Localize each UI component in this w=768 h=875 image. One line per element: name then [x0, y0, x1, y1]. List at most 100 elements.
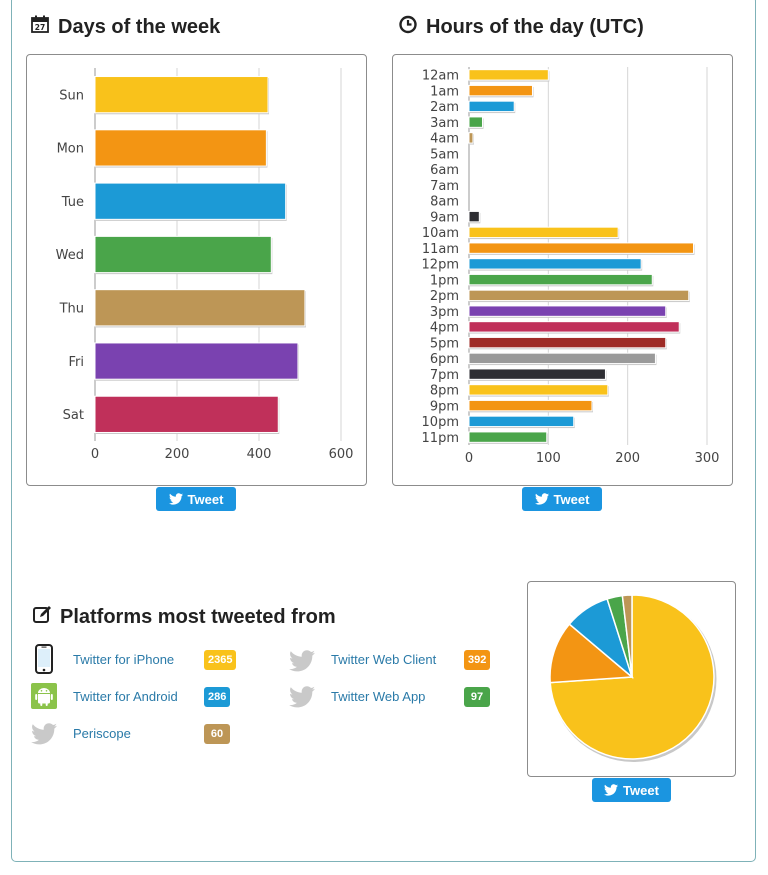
platforms-pie-box: [527, 581, 736, 777]
platform-name-link[interactable]: Twitter Web Client: [331, 652, 437, 667]
platform-count-badge: 286: [204, 687, 231, 707]
category-label: 4pm: [430, 321, 459, 336]
twitter-bird-icon: [604, 784, 619, 796]
bar-2am: [468, 100, 515, 113]
category-label: Sun: [59, 88, 84, 103]
platform-name-link[interactable]: Twitter for iPhone: [73, 652, 175, 667]
category-label: Fri: [69, 355, 85, 370]
category-label: Mon: [57, 142, 84, 157]
edit-icon: [32, 604, 52, 630]
days-tweet-label: Tweet: [187, 491, 224, 507]
bar-12am: [468, 69, 549, 81]
category-label: 7am: [430, 179, 459, 194]
bar-11am: [468, 242, 695, 254]
category-label: 5pm: [430, 336, 459, 351]
svg-text:27: 27: [35, 23, 45, 32]
category-label: 6pm: [430, 352, 459, 367]
bar-7pm: [468, 368, 606, 380]
bar-Fri: [94, 342, 299, 380]
pie-slice-twitter-web-client: [549, 623, 634, 684]
x-tick-label: 0: [91, 447, 99, 462]
category-label: 12pm: [422, 258, 459, 273]
category-label: 11pm: [422, 431, 459, 446]
bar-12pm: [468, 258, 642, 270]
category-label: 11am: [422, 242, 459, 257]
category-label: 10am: [422, 226, 459, 241]
category-label: 9pm: [430, 399, 459, 414]
bar-5pm: [468, 336, 667, 349]
twitter-bird-icon: [289, 686, 315, 713]
days-chart: 0 200 400 600 Sun Mon Tue Wed Thu Fri Sat: [56, 68, 354, 462]
bar-8pm: [468, 384, 609, 396]
days-chart-box: 0 200 400 600 Sun Mon Tue Wed Thu Fri Sat: [26, 54, 367, 486]
bar-Sun: [94, 76, 269, 114]
bar-Wed: [94, 235, 272, 274]
twitter-bird-icon: [31, 723, 57, 750]
bar-4pm: [468, 321, 680, 333]
bar-Mon: [94, 129, 267, 167]
platforms-title-text: Platforms most tweeted from: [60, 605, 336, 628]
category-label: Thu: [59, 301, 84, 316]
clock-icon: [398, 14, 418, 40]
bar-Thu: [94, 289, 306, 327]
hours-tweet-button[interactable]: Tweet: [522, 487, 602, 511]
category-label: 7pm: [430, 368, 459, 383]
platforms-tweet-button[interactable]: Tweet: [592, 778, 671, 802]
category-label: 3am: [430, 116, 459, 131]
category-label: Wed: [56, 248, 84, 263]
platform-count-badge: 60: [204, 724, 230, 744]
category-label: 3pm: [430, 305, 459, 320]
hours-chart-box: 0 100 200 300 12am 1am 2am 3am 4am 5am 6am 7am 8am 9a…: [392, 54, 733, 486]
category-label: 5am: [430, 147, 459, 162]
bar-9am: [468, 210, 480, 223]
category-label: 9am: [430, 210, 459, 225]
category-label: Sat: [63, 408, 84, 423]
bar-4am: [468, 132, 474, 144]
bar-Sat: [94, 395, 279, 433]
twitter-bird-icon: [534, 493, 549, 505]
category-label: 10pm: [422, 415, 459, 430]
calendar-icon: 27: [30, 14, 50, 40]
bar-3am: [468, 116, 483, 128]
category-label: 4am: [430, 132, 459, 147]
x-tick-label: 300: [695, 451, 720, 466]
category-label: 6am: [430, 163, 459, 178]
x-tick-label: 100: [536, 451, 561, 466]
x-tick-label: 200: [165, 447, 190, 462]
bar-Tue: [94, 182, 287, 220]
bar-9pm: [468, 399, 593, 412]
hours-title-text: Hours of the day (UTC): [426, 15, 644, 38]
platforms-tweet-label: Tweet: [623, 782, 659, 798]
bar-1am: [468, 84, 533, 97]
platform-name-link[interactable]: Twitter for Android: [73, 689, 178, 704]
bar-11pm: [468, 431, 548, 443]
platform-count-badge: 97: [464, 687, 490, 707]
platform-name-link[interactable]: Twitter Web App: [331, 689, 426, 704]
bar-6pm: [468, 352, 656, 365]
x-tick-label: 0: [465, 451, 473, 466]
twitter-bird-icon: [289, 650, 315, 677]
x-tick-label: 600: [329, 447, 354, 462]
category-label: 8am: [430, 195, 459, 210]
platform-count-badge: 2365: [204, 650, 237, 670]
days-section-title: 27 Days of the week: [30, 14, 220, 40]
bar-1pm: [468, 273, 653, 286]
days-title-text: Days of the week: [58, 15, 221, 38]
category-label: 1am: [430, 84, 459, 99]
bar-10am: [468, 226, 619, 239]
days-tweet-button[interactable]: Tweet: [156, 487, 236, 511]
hours-chart: 0 100 200 300 12am1am2am3am4am5am6am7am8am9a…: [422, 67, 720, 466]
x-tick-label: 200: [615, 451, 640, 466]
category-label: 8pm: [430, 384, 459, 399]
category-label: 12am: [422, 69, 459, 84]
category-label: 2pm: [430, 289, 459, 304]
category-label: 2am: [430, 100, 459, 115]
category-label: Tue: [61, 195, 84, 210]
bar-10pm: [468, 415, 575, 428]
platform-name-link[interactable]: Periscope: [73, 726, 131, 741]
category-label: 1pm: [430, 273, 459, 288]
bar-2pm: [468, 289, 690, 302]
platforms-section-title: Platforms most tweeted from: [32, 604, 336, 630]
panel-frame: [11, 0, 756, 862]
x-tick-label: 400: [247, 447, 272, 462]
